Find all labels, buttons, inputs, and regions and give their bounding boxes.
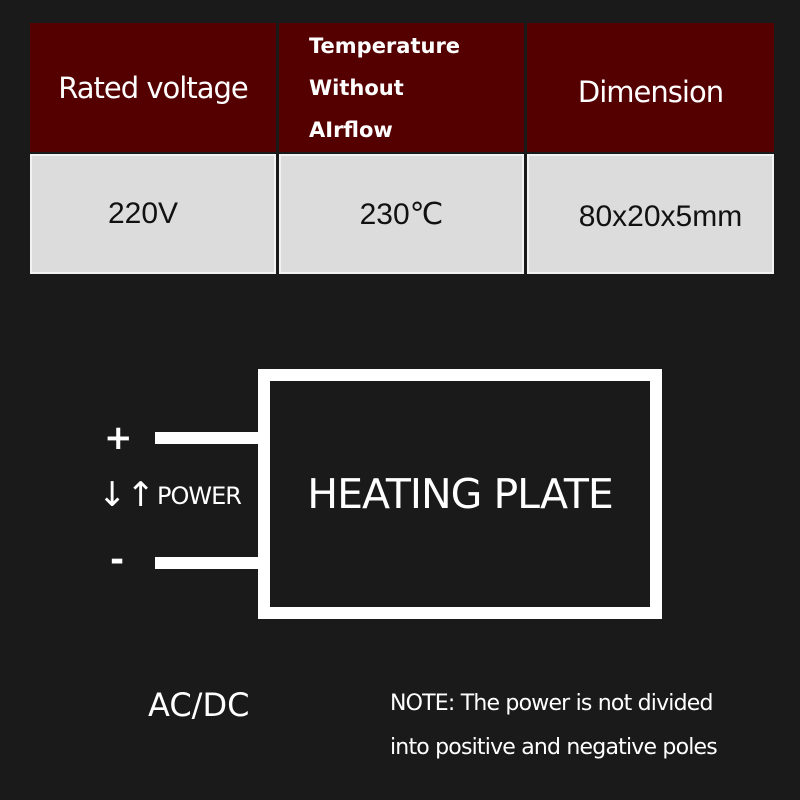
positive-wire xyxy=(155,432,261,444)
heating-plate-box: HEATING PLATE xyxy=(258,369,662,619)
header-temperature: Temperature Without AIrflow xyxy=(279,23,524,152)
header-temperature-line: Temperature xyxy=(309,33,461,58)
header-dimension: Dimension xyxy=(527,23,774,152)
bidirectional-arrows-icon: ↓↑ xyxy=(98,475,155,515)
value-rated-voltage: 220V xyxy=(30,154,276,274)
plate-label: HEATING PLATE xyxy=(307,470,614,518)
minus-terminal: - xyxy=(110,540,125,580)
negative-wire xyxy=(155,557,261,569)
power-label: POWER xyxy=(157,482,242,510)
plus-terminal: + xyxy=(104,418,133,458)
value-dimension: 80x20x5mm xyxy=(527,154,774,274)
note-line: into positive and negative poles xyxy=(390,735,718,760)
header-temperature-line: Without xyxy=(309,75,404,100)
header-rated-voltage: Rated voltage xyxy=(30,23,276,152)
value-temperature: 230℃ xyxy=(279,154,524,274)
note: NOTE: The power is not divided into posi… xyxy=(390,682,718,770)
acdc-label: AC/DC xyxy=(148,686,250,724)
header-temperature-line: AIrflow xyxy=(309,117,393,142)
note-line: NOTE: The power is not divided xyxy=(390,691,713,716)
